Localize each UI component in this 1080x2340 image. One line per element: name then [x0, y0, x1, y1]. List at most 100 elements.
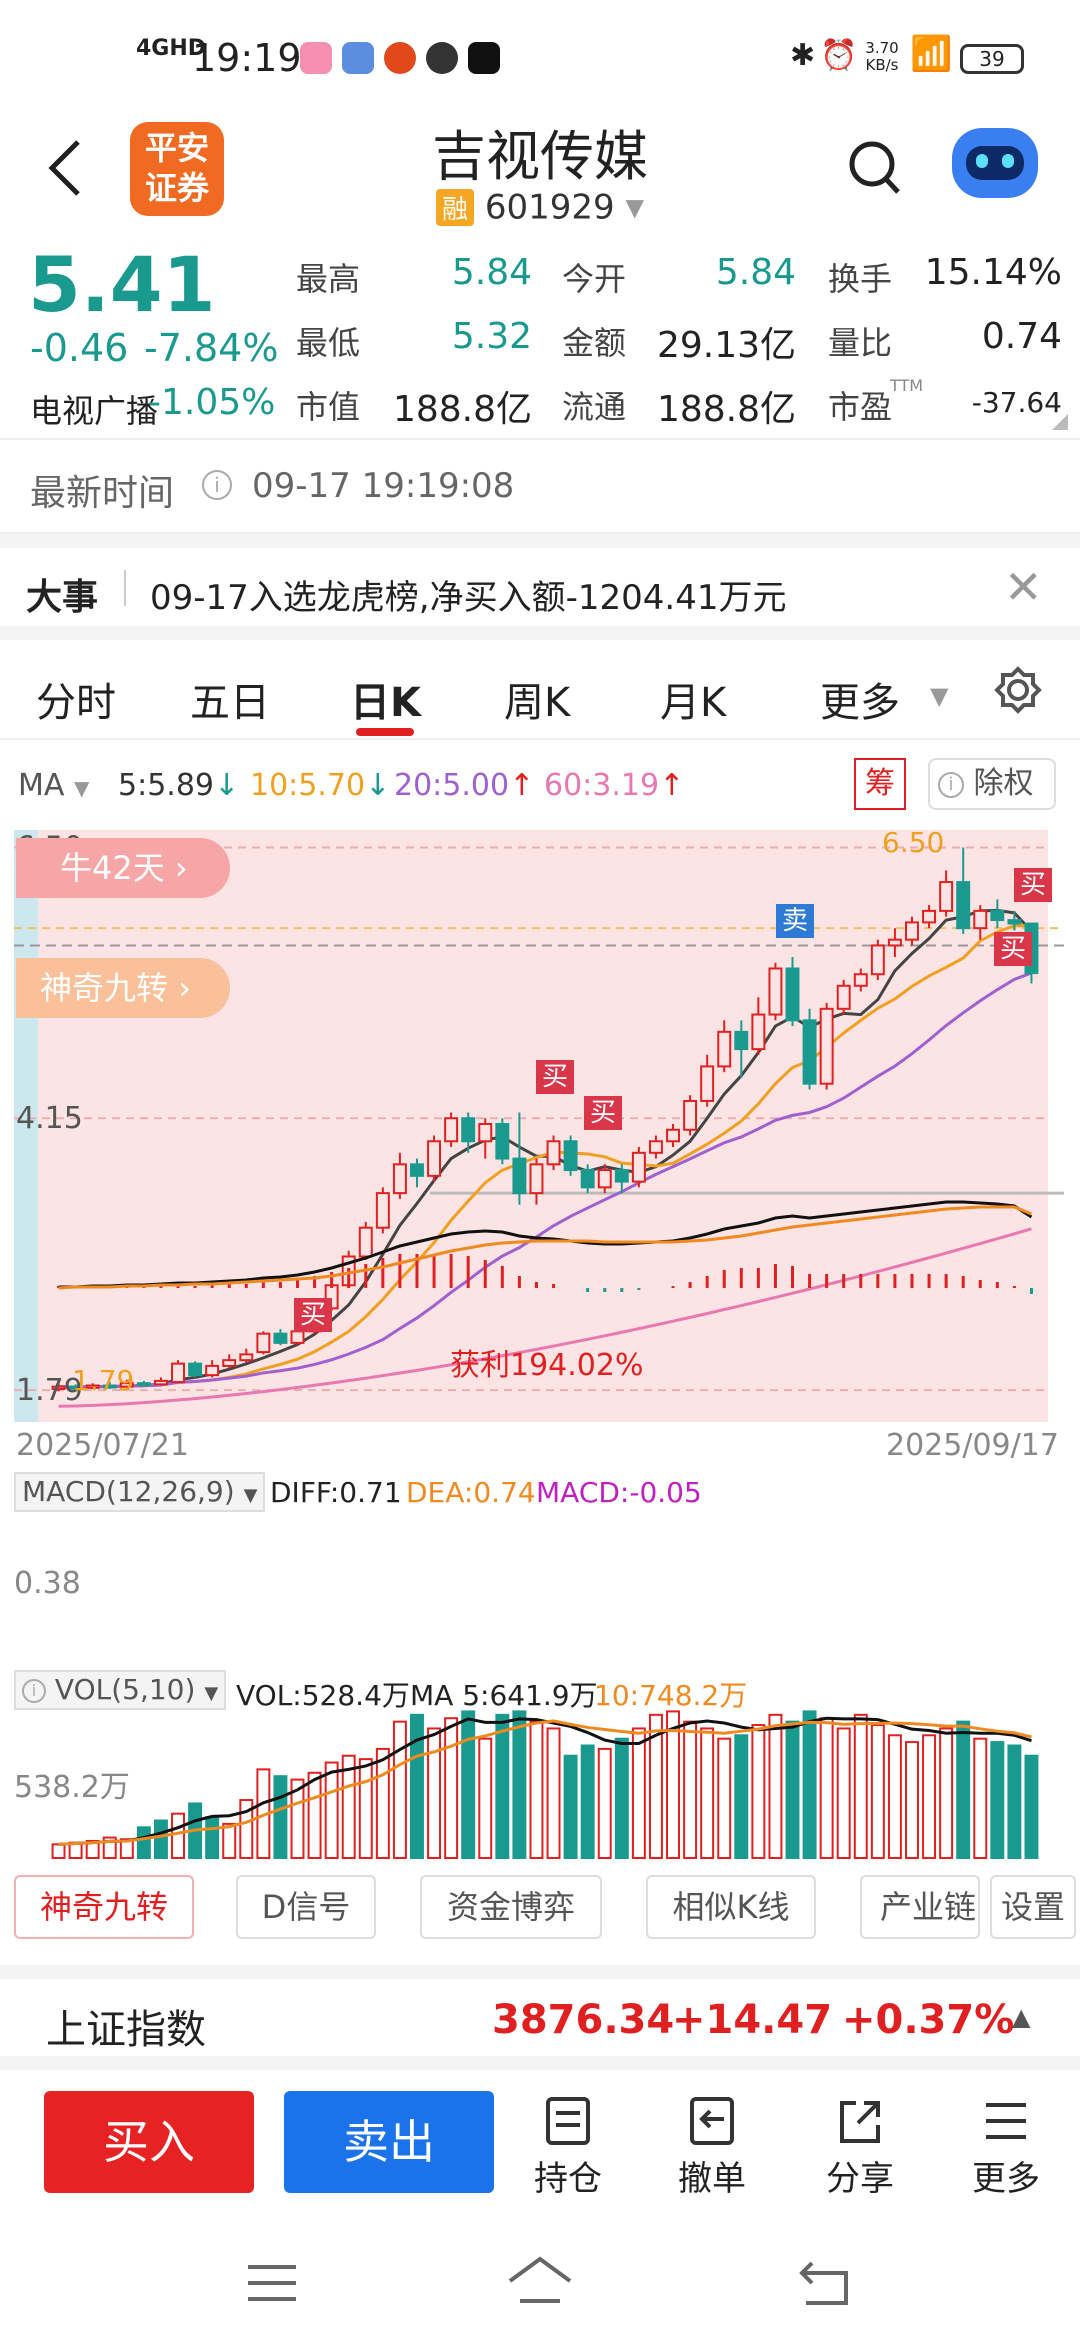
industry-chain-button[interactable]: 产业链	[860, 1875, 980, 1939]
gear-icon[interactable]	[994, 666, 1042, 714]
sell-signal: 卖	[776, 904, 814, 938]
candle-body	[85, 1384, 100, 1389]
corner-triangle-icon	[1052, 414, 1068, 430]
candlestick-chart[interactable]: 6.50 4.15 1.79	[0, 822, 1080, 1872]
alarm-icon: ⏰	[820, 38, 858, 73]
candle-body	[973, 909, 988, 930]
tab-more[interactable]: 更多	[820, 680, 900, 726]
candle-body	[751, 1013, 766, 1051]
ma-selector[interactable]: MA ▼	[18, 768, 90, 803]
sector-label[interactable]: 电视广播	[30, 392, 159, 430]
cancel-order-button[interactable]: 撤单	[672, 2095, 752, 2200]
volume-bar	[990, 1741, 1005, 1859]
vol-selector[interactable]: i VOL(5,10) ▼	[14, 1670, 227, 1710]
news-label: 大事	[26, 577, 99, 618]
news-text: 09-17入选龙虎榜,净买入额-1204.41万元	[150, 578, 787, 618]
nine-turn-tag[interactable]: 神奇九转 ›	[16, 958, 230, 1018]
pe-ttm-label: TTM	[890, 376, 924, 395]
macd-value: MACD:-0.05	[536, 1476, 702, 1509]
ma60-value: 60:3.19↑	[544, 768, 685, 803]
ma5-value: 5:5.89↓	[118, 768, 240, 803]
share-button[interactable]: 分享	[820, 2095, 900, 2200]
news-banner[interactable]: 大事 09-17入选龙虎榜,净买入额-1204.41万元 ✕	[0, 534, 1080, 640]
back-arrow-icon[interactable]	[44, 138, 84, 198]
candle-body	[666, 1128, 680, 1143]
volume-bar	[375, 1747, 390, 1860]
chart-high-label: 6.50	[882, 826, 945, 859]
candle-body	[1007, 919, 1022, 925]
macd-dea: DEA:0.74	[406, 1476, 536, 1509]
candle-body	[375, 1192, 390, 1229]
tab-five-day[interactable]: 五日	[190, 680, 270, 726]
tab-weekly-k[interactable]: 周K	[504, 680, 571, 726]
candle-body	[392, 1163, 407, 1195]
settings-button[interactable]: 设置	[990, 1875, 1076, 1939]
arrow-down-icon: ↓	[214, 768, 240, 803]
more-button[interactable]: 更多	[966, 2095, 1046, 2200]
arrow-down-icon: ↓	[365, 768, 391, 803]
search-icon[interactable]	[848, 138, 904, 198]
tab-intraday[interactable]: 分时	[36, 680, 116, 726]
volume-bar	[563, 1754, 578, 1860]
macd-selector[interactable]: MACD(12,26,9) ▼	[14, 1472, 266, 1512]
latest-time-label: 最新时间	[30, 473, 175, 514]
sell-button[interactable]: 卖出	[284, 2091, 494, 2193]
volume-bar	[51, 1843, 66, 1860]
tab-monthly-k[interactable]: 月K	[660, 680, 727, 726]
close-icon[interactable]: ✕	[1004, 560, 1043, 614]
volume-bar	[341, 1754, 356, 1860]
volume-bar	[683, 1720, 698, 1859]
candle-body	[153, 1379, 168, 1386]
price-change-pct: -7.84%	[144, 326, 279, 370]
menu-icon[interactable]	[244, 2261, 300, 2305]
home-icon[interactable]	[506, 2255, 574, 2307]
candle-body	[273, 1332, 288, 1344]
candle-body	[461, 1117, 476, 1143]
stat-value: 5.84	[451, 252, 532, 293]
notification-icon	[426, 42, 458, 74]
chevron-up-icon: ▲	[1012, 2003, 1031, 2031]
index-ticker[interactable]: 上证指数 3876.34 +14.47 +0.37% ▲	[0, 1965, 1080, 2070]
volume-bar	[410, 1713, 424, 1859]
vol-ma5-line	[58, 1716, 1032, 1846]
volume-bar	[529, 1720, 544, 1859]
tab-daily-k[interactable]: 日K	[350, 680, 421, 726]
sector-change: -1.05%	[148, 382, 276, 423]
candle-body	[819, 1007, 834, 1085]
candle-body	[256, 1332, 271, 1354]
volume-bar	[136, 1826, 151, 1859]
robot-assistant-icon[interactable]	[952, 128, 1038, 198]
buy-button[interactable]: 买入	[44, 2091, 254, 2193]
volume-bar	[273, 1775, 288, 1860]
volume-bar	[700, 1727, 715, 1859]
chip-button[interactable]: 筹	[854, 758, 906, 810]
back-icon[interactable]	[796, 2257, 852, 2309]
stock-code-row[interactable]: 融 601929 ▼	[436, 186, 644, 228]
info-icon[interactable]: i	[202, 470, 232, 500]
volume-bar	[119, 1838, 134, 1859]
ex-rights-button[interactable]: i 除权	[928, 758, 1056, 810]
streak-tag[interactable]: 牛42天 ›	[16, 838, 230, 898]
chevron-right-icon: ›	[178, 969, 191, 1007]
d-signal-button[interactable]: D信号	[236, 1875, 376, 1939]
battery-level: 39	[979, 47, 1005, 71]
holdings-button[interactable]: 持仓	[528, 2095, 608, 2200]
capital-game-button[interactable]: 资金博弈	[420, 1875, 602, 1939]
stock-header: 平安 证券 吉视传媒 融 601929 ▼	[0, 110, 1080, 240]
active-tab-indicator	[356, 728, 414, 736]
volume-bar	[358, 1758, 373, 1859]
similar-k-button[interactable]: 相似K线	[646, 1875, 816, 1939]
nine-turn-button[interactable]: 神奇九转	[14, 1875, 194, 1939]
candle-body	[939, 881, 954, 912]
wifi-icon: 📶	[910, 34, 953, 74]
index-value: 3876.34	[492, 1997, 675, 2043]
ma-lines	[58, 908, 1033, 1408]
candle-body	[290, 1330, 305, 1344]
candle-body	[529, 1163, 544, 1195]
bluetooth-icon: ✱	[790, 38, 816, 73]
candle-body	[785, 967, 800, 1022]
volume-bar	[239, 1799, 254, 1860]
volume-bar	[85, 1839, 100, 1859]
volume-bar	[648, 1713, 663, 1859]
network-indicator: 4GHD	[136, 36, 207, 61]
